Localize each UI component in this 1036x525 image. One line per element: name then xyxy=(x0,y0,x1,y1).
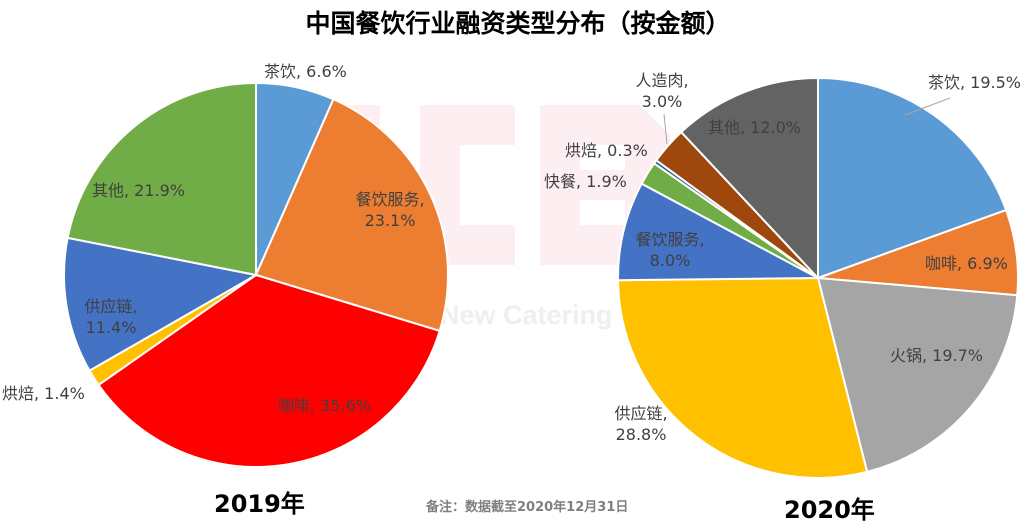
leader-line-tea-2020 xyxy=(904,97,951,116)
label-2019-tea: 茶饮, 6.6% xyxy=(264,62,347,81)
label-2020-coffee: 咖啡, 6.9% xyxy=(925,254,1008,273)
pie-slice-供应链 xyxy=(616,276,869,479)
label-2020-supply-value: 28.8% xyxy=(615,425,667,444)
label-2020-service: 餐饮服务, 8.0% xyxy=(625,229,715,271)
label-2019-service: 餐饮服务, 23.1% xyxy=(340,189,440,231)
label-2020-hotpot: 火锅, 19.7% xyxy=(890,346,984,365)
pie-slice-餐饮服务 xyxy=(617,182,819,282)
label-2020-meat-value: 3.0% xyxy=(641,92,683,111)
pie-slice-其他 xyxy=(66,81,257,277)
label-2019-coffee: 咖啡, 35.6% xyxy=(278,396,372,415)
label-2020-meat: 人造肉, 3.0% xyxy=(630,70,694,112)
chart-title: 中国餐饮行业融资类型分布（按金额） xyxy=(305,9,731,38)
label-2020-service-value: 8.0% xyxy=(649,251,691,270)
label-2020-bakery: 烘焙, 0.3% xyxy=(565,141,648,160)
label-2020-tea: 茶饮, 19.5% xyxy=(928,73,1022,92)
label-2019-bakery: 烘焙, 1.4% xyxy=(2,384,85,403)
label-2019-supply-value: 11.4% xyxy=(85,318,137,337)
label-2020-supply: 供应链, 28.8% xyxy=(606,403,676,445)
label-2020-other: 其他, 12.0% xyxy=(708,118,802,137)
label-2020-supply-name: 供应链, xyxy=(614,404,668,423)
label-2020-meat-name: 人造肉, xyxy=(635,71,689,90)
label-2019-supply: 供应链, 11.4% xyxy=(76,296,146,338)
pie-slice-咖啡 xyxy=(97,273,441,468)
label-2019-other: 其他, 21.9% xyxy=(92,181,186,200)
label-2019-service-name: 餐饮服务, xyxy=(355,190,425,209)
pie-2020 xyxy=(616,76,1019,479)
pie-slice-供应链 xyxy=(63,236,259,373)
pie-slice-火锅 xyxy=(816,276,1019,474)
label-2020-fastfood: 快餐, 1.9% xyxy=(544,172,627,191)
leader-line-meat-2020 xyxy=(663,113,668,145)
footnote: 备注：数据截至2020年12月31日 xyxy=(426,500,629,515)
pie-2019 xyxy=(63,81,449,468)
pie-slice-茶饮 xyxy=(817,76,1008,280)
pie-slice-其他 xyxy=(679,76,819,281)
watermark-text: New Catering xyxy=(440,300,613,330)
year-label-2019: 2019年 xyxy=(214,490,305,518)
label-2020-service-name: 餐饮服务, xyxy=(635,230,705,249)
year-label-2020: 2020年 xyxy=(784,496,875,524)
label-2019-supply-name: 供应链, xyxy=(84,297,138,316)
pie-slice-餐饮服务 xyxy=(254,97,449,333)
label-2019-service-value: 23.1% xyxy=(364,211,416,230)
